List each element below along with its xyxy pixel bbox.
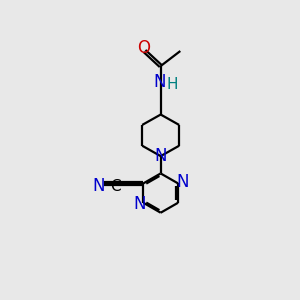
Text: H: H [167, 76, 178, 92]
Text: N: N [176, 173, 188, 191]
Text: N: N [133, 195, 146, 213]
Text: N: N [154, 147, 167, 165]
Text: N: N [153, 73, 166, 91]
Text: N: N [92, 177, 105, 195]
Text: O: O [137, 39, 151, 57]
Text: C: C [110, 179, 121, 194]
